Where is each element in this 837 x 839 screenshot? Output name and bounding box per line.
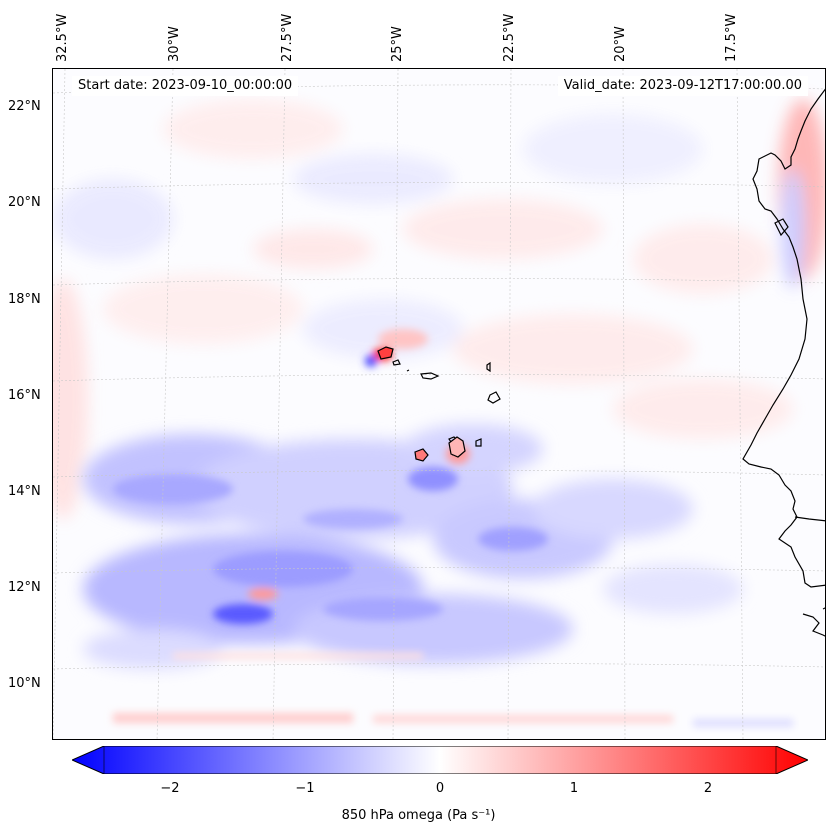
lat-label-16n: 16°N	[8, 388, 41, 403]
lat-label-12n: 12°N	[8, 580, 41, 595]
omega-field	[53, 69, 825, 739]
lat-label-18n: 18°N	[8, 292, 41, 307]
lat-label-10n: 10°N	[8, 676, 41, 691]
lon-label-22-5w: 22.5°W	[502, 13, 517, 62]
lon-label-30w: 30°W	[167, 26, 182, 62]
colorbar-tick-neg2: −2	[160, 781, 180, 796]
colorbar-tick-neg1: −1	[295, 781, 315, 796]
lat-label-20n: 20°N	[8, 195, 41, 210]
map-panel	[52, 68, 826, 740]
colorbar	[72, 746, 808, 774]
lat-label-14n: 14°N	[8, 484, 41, 499]
colorbar-tick-0: 0	[435, 781, 445, 796]
start-date-label: Start date: 2023-09-10_00:00:00	[72, 76, 299, 96]
valid-date-label: Valid_date: 2023-09-12T17:00:00.00	[557, 76, 808, 96]
lon-label-32-5w: 32.5°W	[55, 13, 70, 62]
colorbar-tick-2: 2	[703, 781, 713, 796]
lon-label-17-5w: 17.5°W	[724, 13, 739, 62]
colorbar-label: 850 hPa omega (Pa s⁻¹)	[341, 808, 496, 823]
lon-label-27-5w: 27.5°W	[280, 13, 295, 62]
colorbar-tick-1: 1	[569, 781, 579, 796]
lat-label-22n: 22°N	[8, 99, 41, 114]
lon-label-20w: 20°W	[613, 26, 628, 62]
lon-label-25w: 25°W	[390, 26, 405, 62]
